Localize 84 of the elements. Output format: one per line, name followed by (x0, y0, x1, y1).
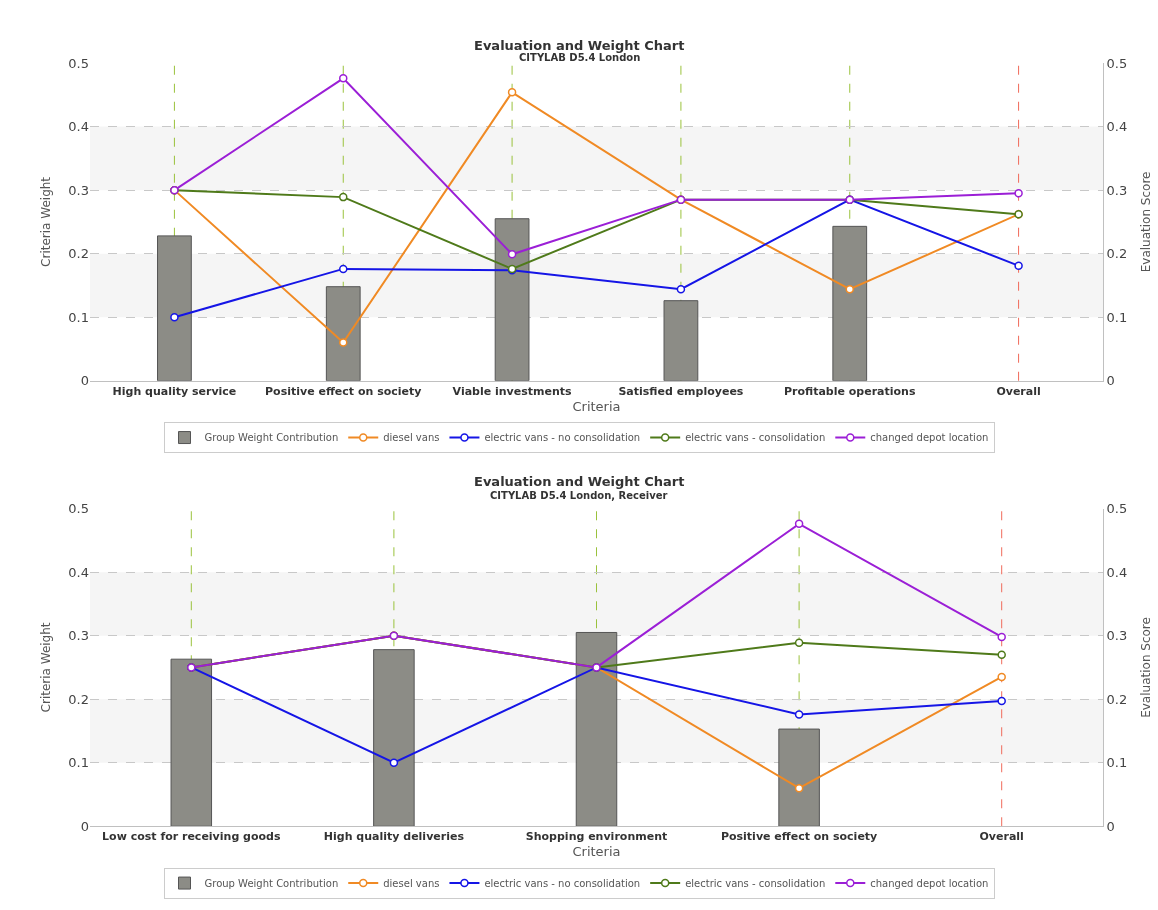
chart-subtitle: CITYLAB D5.4 London (519, 52, 641, 63)
y-tick-label: 0 (80, 373, 89, 389)
point (997, 696, 1006, 706)
y2-axis-title: Evaluation Score (1139, 617, 1154, 718)
x-tick-label: High quality deliveries (323, 830, 465, 844)
point (1014, 261, 1023, 270)
bar (778, 728, 820, 827)
bar (157, 235, 192, 381)
y-tick-label: 0.5 (68, 501, 89, 517)
point (1014, 189, 1023, 198)
y2-tick-label: 0.4 (1106, 564, 1128, 580)
bar (575, 631, 618, 827)
bar (170, 658, 213, 827)
point (170, 312, 179, 322)
point (339, 264, 348, 274)
y-tick-label: 0.3 (68, 628, 89, 644)
point (997, 672, 1006, 682)
legend-label: electric vans - consolidation (685, 432, 826, 444)
y2-tick-label: 0.3 (1106, 182, 1128, 198)
y-tick-label: 0.5 (68, 55, 89, 71)
y2-tick-label: 0.5 (1106, 501, 1128, 517)
y-tick-label: 0.3 (68, 182, 89, 198)
y-tick-label: 0.2 (68, 246, 89, 262)
y-axis-title: Criteria Weight (38, 176, 53, 267)
legend-label: Group Weight Contribution (204, 877, 339, 889)
point (507, 88, 517, 97)
legend-label: diesel vans (383, 877, 440, 889)
y-tick-label: 0.4 (68, 119, 89, 135)
chart-subtitle: CITYLAB D5.4 London, Receiver (490, 490, 668, 501)
legend-label: electric vans - no consolidation (484, 877, 641, 889)
bar (494, 218, 530, 381)
y2-tick-label: 0.4 (1106, 119, 1128, 135)
legend-label: electric vans - no consolidation (484, 432, 641, 444)
y2-tick-label: 0.3 (1106, 628, 1128, 644)
x-axis-title: Criteria (572, 844, 621, 860)
y-axis-title: Criteria Weight (38, 622, 53, 713)
x-axis-title: Criteria (572, 398, 621, 414)
y2-tick-label: 0.5 (1106, 55, 1128, 71)
y2-tick-label: 0.1 (1106, 309, 1128, 325)
point (997, 650, 1006, 659)
y-tick-label: 0 (80, 818, 89, 834)
point (339, 192, 348, 202)
point (997, 632, 1006, 642)
y2-tick-label: 0.2 (1106, 691, 1128, 707)
point (794, 783, 804, 793)
y2-axis-title: Evaluation Score (1139, 171, 1154, 273)
point (676, 285, 686, 294)
y2-tick-label: 0.2 (1106, 246, 1128, 262)
x-tick-label: High quality service (112, 384, 237, 398)
x-tick-label: Low cost for receiving goods (102, 830, 281, 844)
point (339, 338, 348, 347)
x-tick-label: Positive effect on society (265, 384, 422, 398)
bar (663, 300, 699, 381)
point (389, 758, 399, 767)
y2-tick-label: 0 (1106, 373, 1115, 389)
point (794, 710, 804, 719)
x-tick-label: Viable investments (452, 384, 573, 398)
chart-title: Evaluation and Weight Chart (474, 474, 685, 489)
x-tick-label: Satisfied employees (618, 384, 744, 398)
x-tick-label: Profitable operations (783, 384, 916, 398)
x-tick-label: Overall (996, 384, 1041, 398)
y2-tick-label: 0 (1106, 818, 1115, 834)
point (794, 638, 804, 647)
y2-tick-label: 0.1 (1106, 755, 1128, 771)
y-tick-label: 0.4 (68, 564, 89, 580)
legend-label: changed depot location (870, 877, 989, 889)
point (339, 74, 348, 83)
y-tick-label: 0.1 (68, 309, 89, 325)
legend-label: electric vans - consolidation (685, 877, 826, 889)
legend-label: diesel vans (383, 432, 440, 444)
y-tick-label: 0.2 (68, 691, 89, 707)
point (794, 519, 804, 529)
y-tick-label: 0.1 (68, 755, 89, 771)
x-tick-label: Shopping environment (525, 830, 668, 844)
bar (325, 286, 361, 381)
legend-label: changed depot location (870, 432, 989, 444)
bar (832, 225, 868, 381)
chart-title: Evaluation and Weight Chart (474, 38, 685, 53)
bar (373, 649, 415, 827)
point (507, 250, 517, 259)
x-tick-label: Positive effect on society (720, 830, 878, 844)
point (845, 285, 854, 294)
legend-label: Group Weight Contribution (204, 432, 339, 444)
x-tick-label: Overall (979, 830, 1024, 844)
